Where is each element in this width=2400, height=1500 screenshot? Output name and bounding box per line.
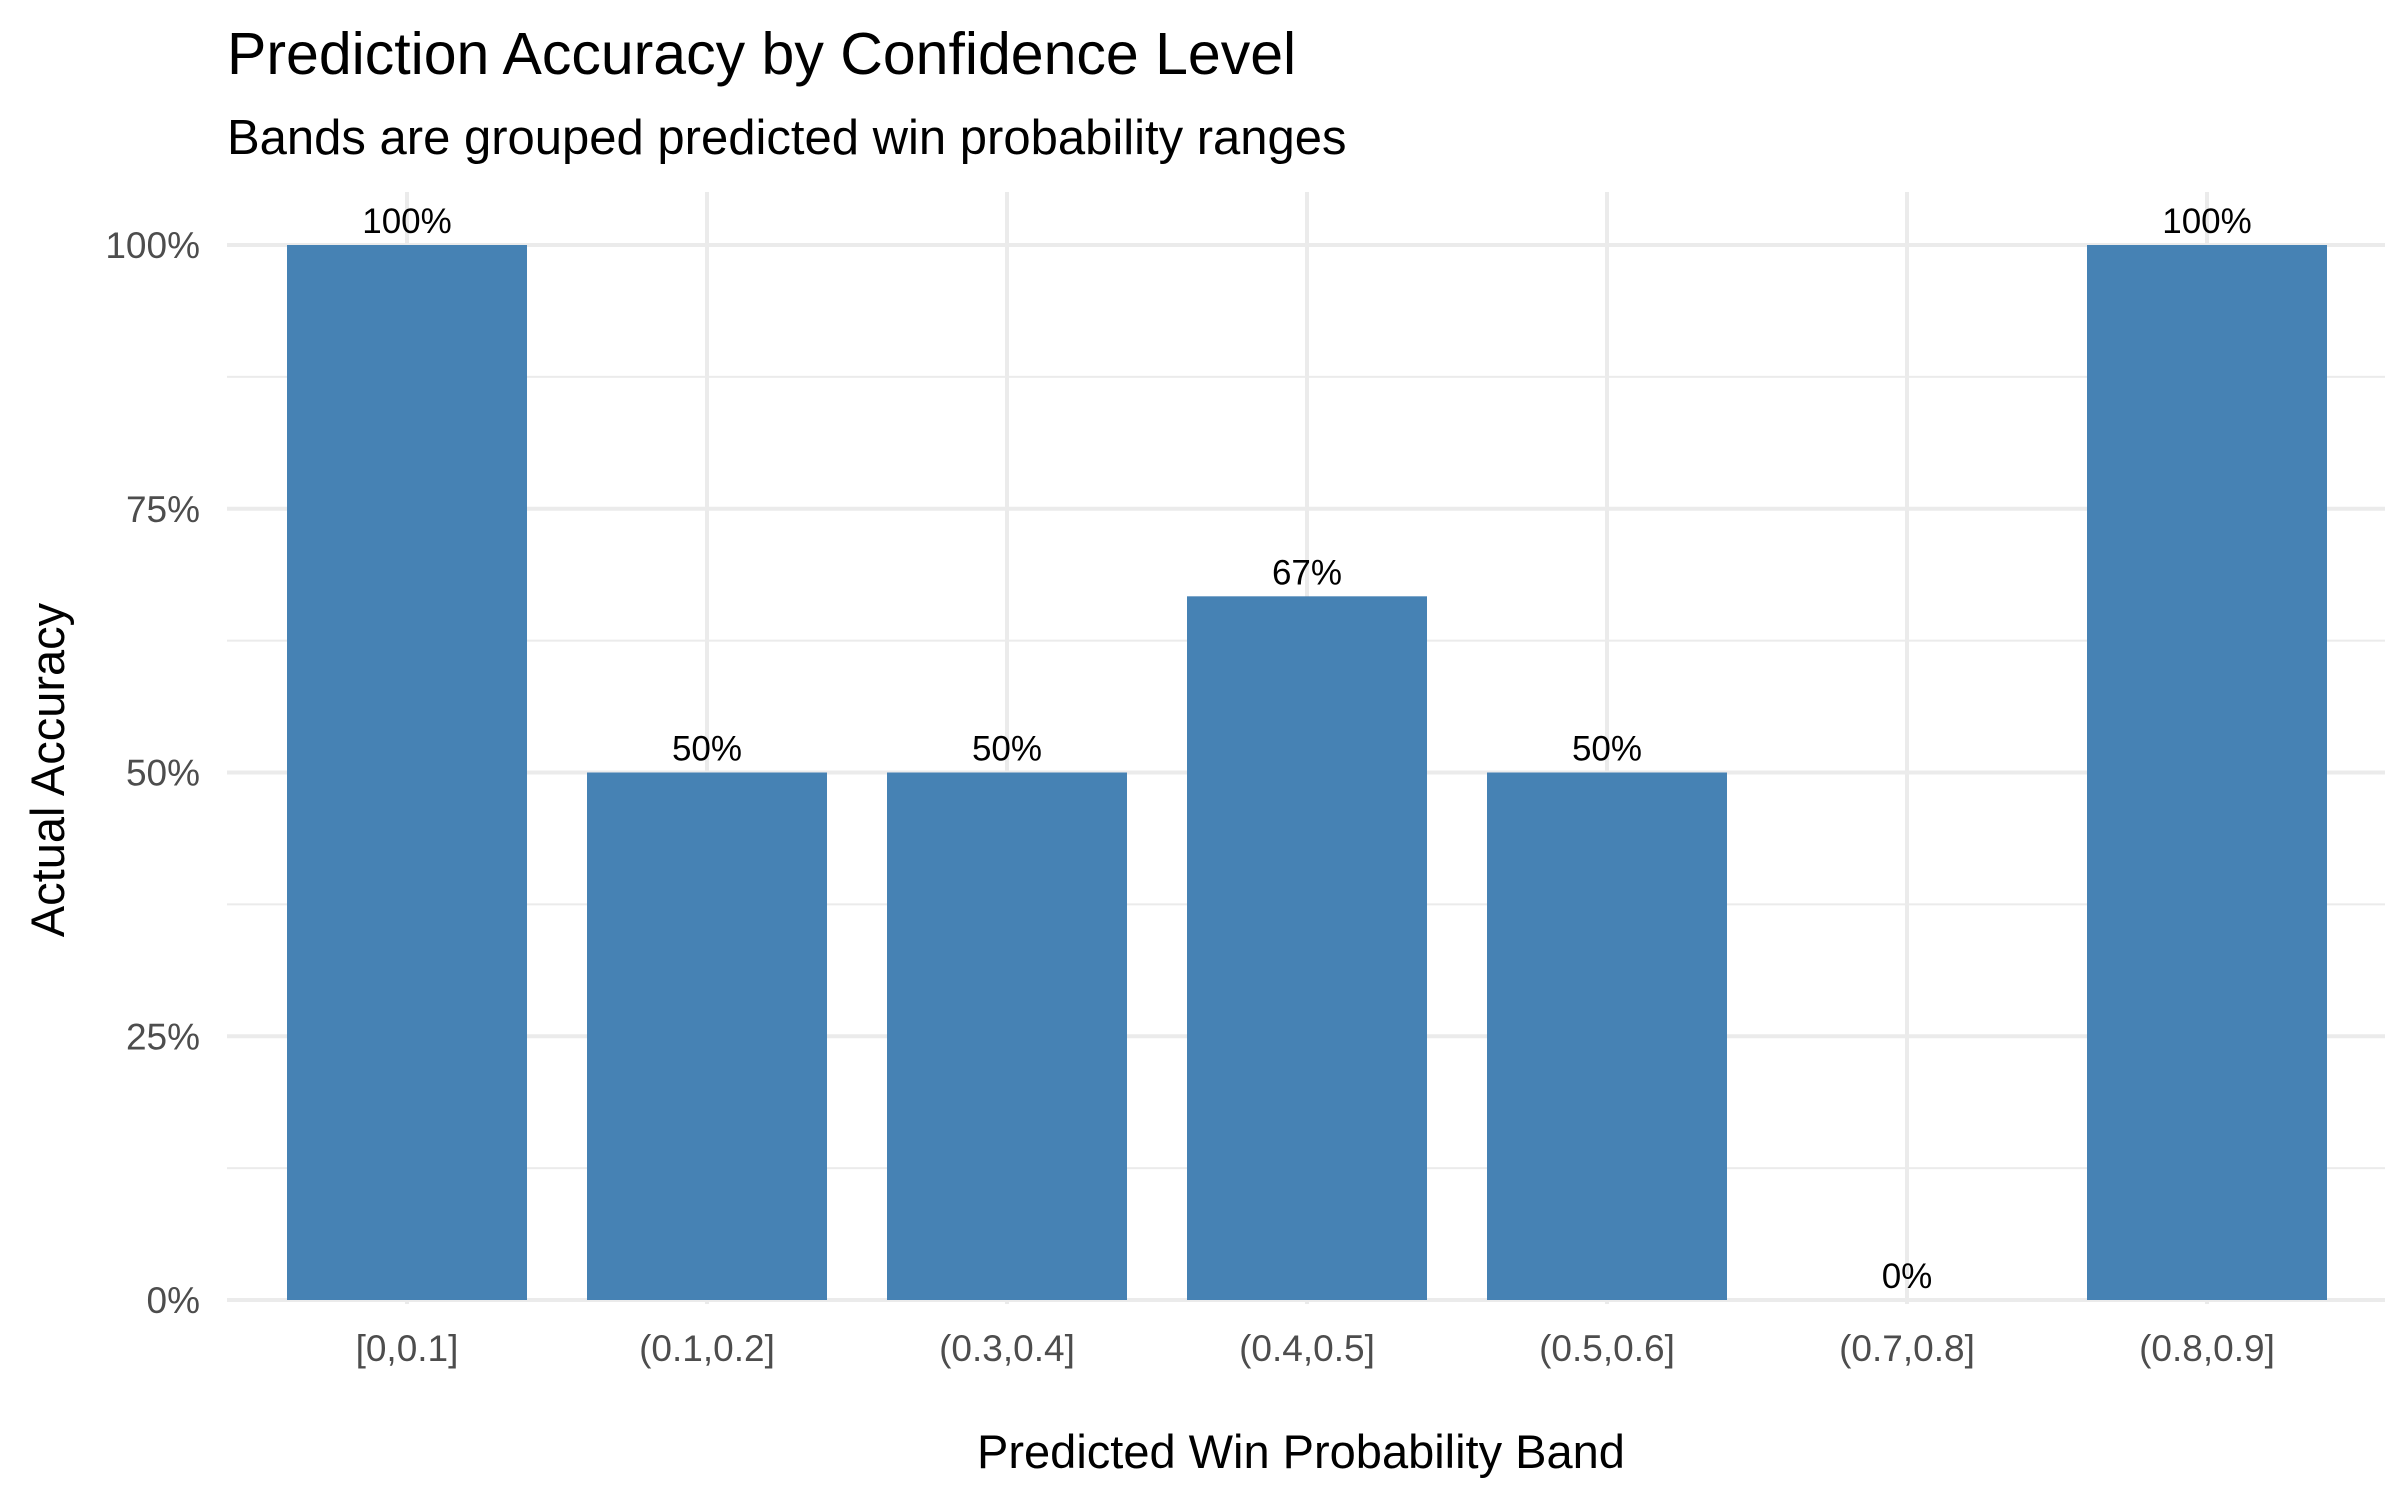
- bar: [887, 772, 1127, 1300]
- data-label: 50%: [1572, 730, 1642, 769]
- y-tick-label: 0%: [147, 1280, 200, 1321]
- x-tick-label: (0.1,0.2]: [639, 1328, 775, 1369]
- chart-subtitle: Bands are grouped predicted win probabil…: [227, 111, 1347, 165]
- y-tick-label: 75%: [126, 489, 200, 530]
- x-axis-ticks: [0,0.1] (0.1,0.2] (0.3,0.4] (0.4,0.5] (0.5,0…: [356, 1328, 2275, 1369]
- y-axis-ticks: 0% 25% 50% 75% 100%: [105, 225, 200, 1321]
- data-label: 50%: [972, 730, 1042, 769]
- bar: [1487, 772, 1727, 1300]
- bar: [287, 245, 527, 1300]
- bar: [587, 772, 827, 1300]
- data-label: 67%: [1272, 553, 1342, 592]
- data-label: 50%: [672, 730, 742, 769]
- data-label: 100%: [362, 202, 452, 241]
- bars-layer: [287, 245, 2327, 1300]
- data-labels-layer: 100% 50% 50% 67% 50% 0% 100%: [362, 202, 2252, 1296]
- x-tick-label: (0.8,0.9]: [2139, 1328, 2275, 1369]
- bar: [1187, 596, 1427, 1300]
- y-tick-label: 50%: [126, 753, 200, 794]
- data-label: 0%: [1882, 1257, 1933, 1296]
- y-tick-label: 100%: [105, 225, 200, 266]
- x-tick-label: [0,0.1]: [356, 1328, 459, 1369]
- chart-title: Prediction Accuracy by Confidence Level: [227, 21, 1297, 87]
- x-tick-label: (0.4,0.5]: [1239, 1328, 1375, 1369]
- x-axis-title: Predicted Win Probability Band: [977, 1425, 1625, 1478]
- x-tick-label: (0.3,0.4]: [939, 1328, 1075, 1369]
- bar: [2087, 245, 2327, 1300]
- y-tick-label: 25%: [126, 1016, 200, 1057]
- x-tick-label: (0.7,0.8]: [1839, 1328, 1975, 1369]
- x-tick-label: (0.5,0.6]: [1539, 1328, 1675, 1369]
- y-axis-title: Actual Accuracy: [21, 602, 74, 937]
- data-label: 100%: [2162, 202, 2252, 241]
